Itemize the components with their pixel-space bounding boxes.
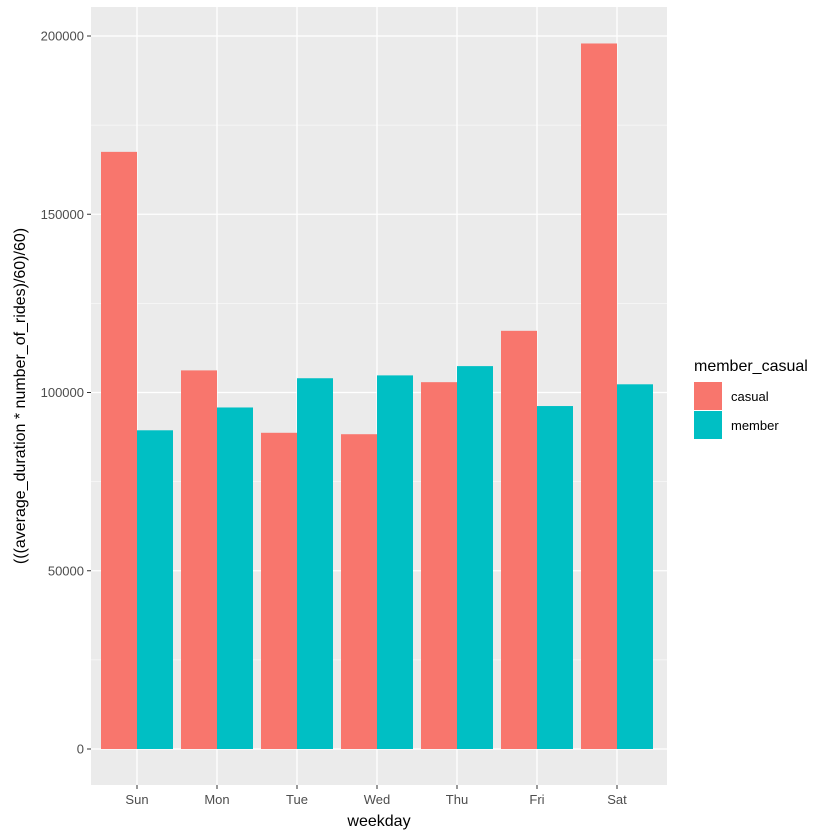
y-tick-label: 0 (77, 742, 84, 757)
bar-member-thu (457, 366, 493, 749)
y-tick-label: 50000 (48, 563, 84, 578)
bar-member-tue (297, 378, 333, 749)
y-axis: 0 50000 100000 150000 200000 (41, 29, 91, 757)
bar-member-wed (377, 375, 413, 749)
x-tick-label: Thu (446, 792, 468, 807)
bar-casual-thu (421, 382, 457, 749)
bar-casual-tue (261, 432, 297, 749)
legend-swatch-casual (694, 382, 722, 410)
bar-member-fri (537, 406, 573, 749)
bar-member-mon (217, 407, 253, 749)
x-tick-label: Sat (607, 792, 627, 807)
x-tick-label: Sun (125, 792, 148, 807)
y-axis-title: (((average_duration * number_of_rides)/6… (12, 228, 29, 564)
x-tick-label: Fri (529, 792, 544, 807)
bar-casual-mon (181, 370, 217, 749)
y-tick-label: 200000 (41, 29, 84, 44)
y-tick-label: 100000 (41, 385, 84, 400)
bars (101, 43, 653, 750)
bar-casual-fri (501, 330, 537, 749)
x-tick-label: Tue (286, 792, 308, 807)
legend-label-member: member (731, 418, 779, 433)
x-axis: Sun Mon Tue Wed Thu Fri Sat (125, 785, 627, 807)
x-tick-label: Wed (364, 792, 391, 807)
x-tick-label: Mon (204, 792, 229, 807)
y-tick-label: 150000 (41, 207, 84, 222)
legend-swatch-member (694, 411, 722, 439)
bar-member-sat (617, 384, 653, 749)
legend: member_casual casual member (694, 358, 808, 439)
bar-casual-sun (101, 151, 137, 750)
x-axis-title: weekday (346, 813, 410, 830)
bar-casual-sat (581, 43, 617, 749)
legend-label-casual: casual (731, 389, 769, 404)
bar-member-sun (137, 430, 173, 749)
legend-title: member_casual (694, 358, 808, 375)
bar-casual-wed (341, 434, 377, 749)
